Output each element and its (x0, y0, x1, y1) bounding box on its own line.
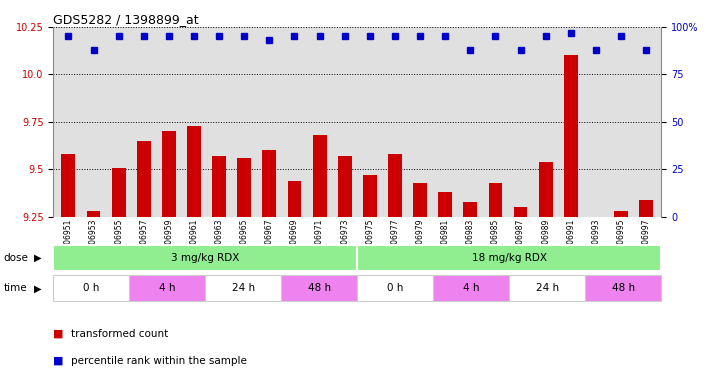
Bar (464, 202, 477, 217)
Bar (488, 183, 503, 217)
Text: 48 h: 48 h (308, 283, 331, 293)
Bar (433, 275, 509, 301)
Bar (413, 183, 427, 217)
Bar (87, 211, 100, 217)
Text: transformed count: transformed count (71, 329, 169, 339)
Text: 4 h: 4 h (159, 283, 176, 293)
Text: ■: ■ (53, 356, 64, 366)
Bar (282, 275, 357, 301)
Bar (205, 275, 282, 301)
Bar (438, 192, 452, 217)
Bar (338, 156, 352, 217)
Bar (61, 154, 75, 217)
Bar (564, 55, 578, 217)
Bar (53, 275, 129, 301)
Text: 24 h: 24 h (232, 283, 255, 293)
Bar (237, 158, 251, 217)
Bar (129, 275, 205, 301)
Text: 3 mg/kg RDX: 3 mg/kg RDX (171, 253, 240, 263)
Bar (614, 211, 628, 217)
Text: GDS5282 / 1398899_at: GDS5282 / 1398899_at (53, 13, 199, 26)
Text: 0 h: 0 h (83, 283, 100, 293)
Text: 24 h: 24 h (535, 283, 559, 293)
Bar (513, 207, 528, 217)
Bar (53, 245, 357, 271)
Bar (639, 200, 653, 217)
Bar (313, 135, 326, 217)
Bar (162, 131, 176, 217)
Bar (388, 154, 402, 217)
Bar (363, 175, 377, 217)
Bar (585, 275, 661, 301)
Text: 0 h: 0 h (387, 283, 403, 293)
Bar (112, 167, 126, 217)
Text: dose: dose (4, 253, 28, 263)
Bar (287, 181, 301, 217)
Text: percentile rank within the sample: percentile rank within the sample (71, 356, 247, 366)
Bar (187, 126, 201, 217)
Bar (539, 162, 552, 217)
Bar (357, 245, 661, 271)
Text: time: time (4, 283, 27, 293)
Text: 18 mg/kg RDX: 18 mg/kg RDX (472, 253, 547, 263)
Text: 4 h: 4 h (463, 283, 479, 293)
Text: ▶: ▶ (34, 283, 42, 293)
Bar (357, 275, 433, 301)
Bar (212, 156, 226, 217)
Text: ▶: ▶ (34, 253, 42, 263)
Text: 48 h: 48 h (611, 283, 635, 293)
Bar (137, 141, 151, 217)
Bar (262, 151, 277, 217)
Text: ■: ■ (53, 329, 64, 339)
Bar (509, 275, 585, 301)
